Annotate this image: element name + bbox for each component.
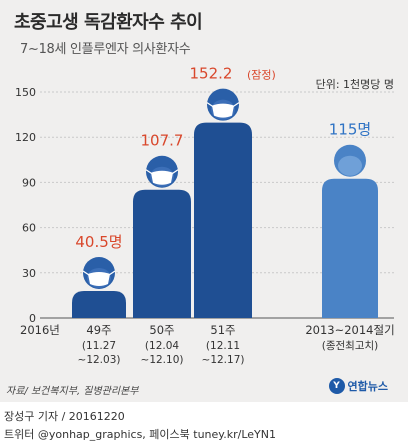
mask-icon xyxy=(151,170,173,185)
unit-label: 단위: 1천명당 명 xyxy=(315,78,394,91)
annotation-label: (잠정) xyxy=(247,69,276,82)
yonhap-logo: Y 연합뉴스 xyxy=(328,378,388,394)
mask-strap xyxy=(232,102,240,108)
mask-strap xyxy=(171,169,179,175)
data-label: 40.5명 xyxy=(75,233,122,251)
chart-title: 초중고생 독감환자수 추이 xyxy=(14,12,203,33)
y-tick-label: 60 xyxy=(22,222,36,235)
bar-body xyxy=(133,189,191,318)
data-label: 115명 xyxy=(329,121,371,139)
x-category-label: 2013~2014절기 xyxy=(305,323,394,337)
logo-text: 연합뉴스 xyxy=(347,380,388,393)
x-category-sublabel: ~12.10) xyxy=(141,354,184,366)
logo-mark-icon: Y xyxy=(328,378,345,394)
bar-face xyxy=(338,155,362,176)
y-tick-label: 120 xyxy=(15,131,36,144)
y-tick-label: 90 xyxy=(22,176,36,189)
bar-body xyxy=(322,178,378,318)
x-category-label: 49주 xyxy=(86,323,111,337)
chart-svg: 0 30 60 90 120 150 40.5명 49주 (11.27 ~12.03) 107.7 5… xyxy=(15,65,395,366)
x-category-sublabel: (12.04 xyxy=(145,340,179,352)
x-category-label: 51주 xyxy=(210,323,235,337)
x-category-label: 50주 xyxy=(149,323,174,337)
credit-line-2: 트위터 @yonhap_graphics, 페이스북 tuney.kr/LeYN… xyxy=(4,428,276,441)
mask-strap xyxy=(145,169,153,175)
mask-icon xyxy=(88,271,110,286)
mask-strap xyxy=(108,270,116,276)
year-label: 2016년 xyxy=(20,323,60,337)
y-tick-label: 30 xyxy=(22,267,36,280)
data-label: 152.2 xyxy=(190,65,233,83)
x-category-sublabel: ~12.17) xyxy=(202,354,245,366)
source-note: 자료/ 보건복지부, 질병관리본부 xyxy=(6,386,139,397)
y-tick-label: 150 xyxy=(15,86,36,99)
chart-subtitle: 7~18세 인플루엔자 의사환자수 xyxy=(20,42,191,57)
x-category-sublabel: (11.27 xyxy=(82,340,116,352)
y-tick-label: 0 xyxy=(29,312,36,325)
bar-body xyxy=(72,290,126,318)
x-category-sublabel: (종전최고치) xyxy=(322,340,379,352)
data-label: 107.7 xyxy=(141,132,184,150)
mask-strap xyxy=(82,270,90,276)
mask-strap xyxy=(206,102,214,108)
mask-icon xyxy=(212,103,234,118)
x-category-sublabel: (12.11 xyxy=(206,340,240,352)
x-category-sublabel: ~12.03) xyxy=(78,354,121,366)
bar-body xyxy=(194,122,252,318)
credit-line-1: 장성구 기자 / 20161220 xyxy=(4,410,125,423)
